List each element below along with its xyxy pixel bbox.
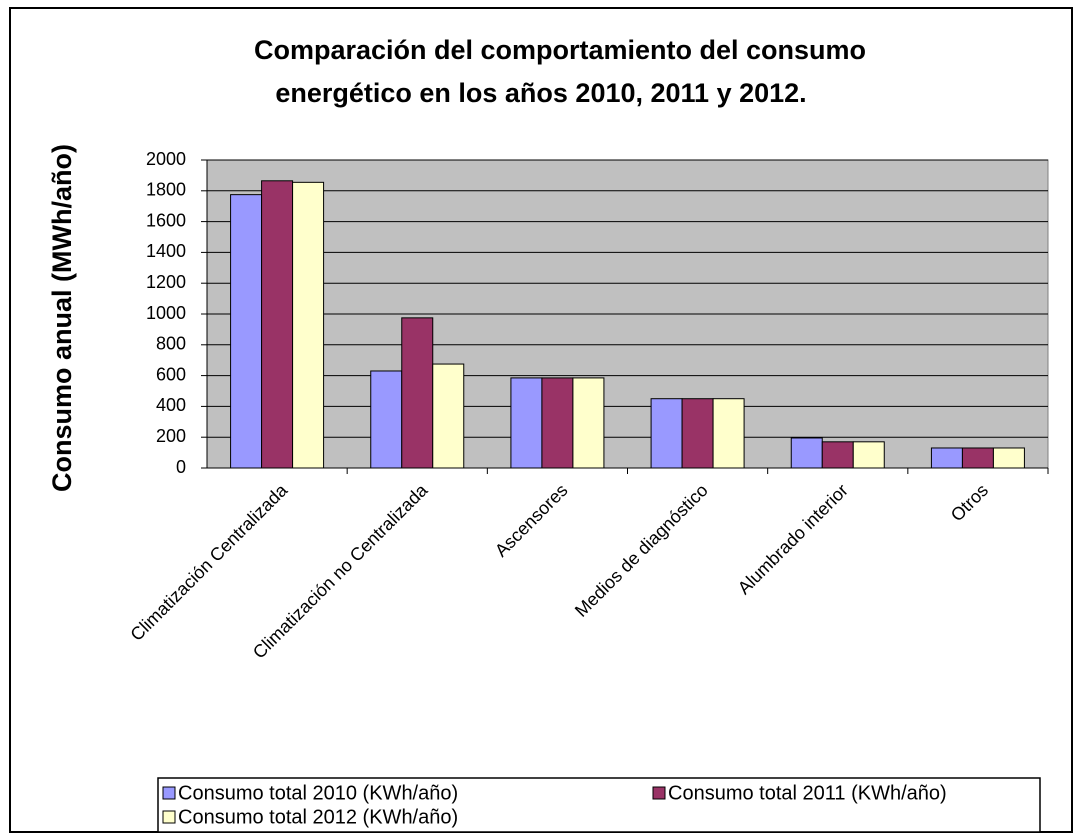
bar: [930, 447, 963, 469]
bar: [790, 437, 823, 469]
bar: [650, 398, 683, 469]
legend-swatch: [652, 786, 666, 800]
bar: [821, 441, 854, 469]
y-tick-label: 1200: [146, 272, 186, 292]
y-tick-label: 2000: [146, 149, 186, 169]
y-tick-label: 200: [156, 426, 186, 446]
y-tick-label: 1800: [146, 180, 186, 200]
y-tick-label: 600: [156, 364, 186, 384]
y-tick-label: 400: [156, 395, 186, 415]
legend-label: Consumo total 2012 (KWh/año): [178, 806, 458, 828]
legend-swatch: [162, 810, 176, 824]
bar: [230, 194, 263, 469]
bar: [261, 180, 294, 469]
y-axis-label: Consumo anual (MWh/año): [47, 144, 77, 492]
legend-label: Consumo total 2011 (KWh/año): [668, 782, 947, 804]
bar: [541, 377, 574, 469]
legend-swatch: [162, 786, 176, 800]
y-tick-label: 1000: [146, 303, 186, 323]
bar: [961, 447, 994, 469]
bar: [992, 447, 1025, 469]
bar: [370, 370, 403, 469]
legend-label: Consumo total 2010 (KWh/año): [178, 782, 458, 804]
y-tick-label: 800: [156, 334, 186, 354]
legend: [157, 777, 1041, 833]
bar: [401, 317, 434, 469]
y-tick-label: 1600: [146, 210, 186, 230]
chart-title: energético en los años 2010, 2011 y 2012…: [275, 78, 806, 108]
bar: [572, 377, 605, 469]
bar: [292, 181, 325, 469]
bar: [852, 441, 885, 469]
bar: [681, 398, 714, 469]
y-tick-label: 1400: [146, 241, 186, 261]
bar: [510, 377, 543, 469]
chart-title: Comparación del comportamiento del consu…: [254, 35, 866, 65]
bar: [712, 398, 745, 469]
y-tick-label: 0: [176, 457, 186, 477]
bar: [432, 363, 465, 469]
